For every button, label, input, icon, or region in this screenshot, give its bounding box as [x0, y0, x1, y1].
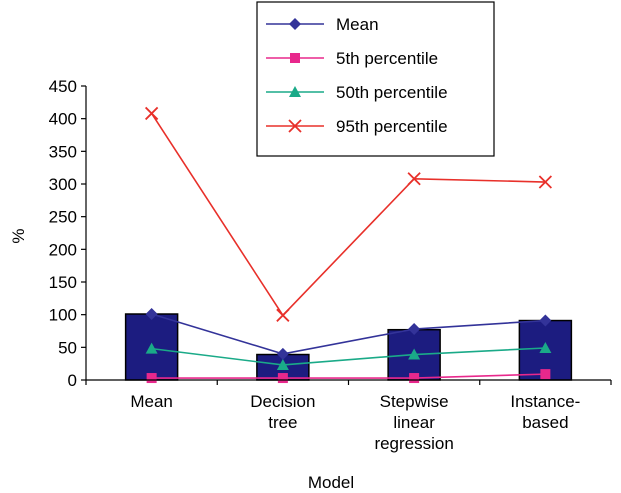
- x-tick-label-0-line-0: Mean: [130, 392, 173, 411]
- series-0-point-0: [145, 308, 158, 321]
- legend-marker-1: [290, 53, 300, 63]
- series-1-point-3: [540, 369, 551, 380]
- y-tick-label-3: 150: [49, 273, 77, 292]
- x-tick-label-1-line-1: tree: [268, 413, 297, 432]
- series-line-3: [150, 113, 546, 317]
- y-tick-label-1: 50: [58, 338, 77, 357]
- series-line-1: [151, 373, 546, 379]
- x-tick-label-2-line-1: linear: [393, 413, 435, 432]
- x-tick-label-1: Decision tree: [250, 392, 315, 432]
- legend-marker-3: [288, 119, 302, 133]
- series-3-point-3-b: [538, 175, 553, 189]
- x-tick-label-3: Instance-based: [510, 392, 580, 432]
- y-axis-title: %: [9, 228, 28, 243]
- x-tick-label-2: Stepwise linear regression: [374, 392, 453, 453]
- y-tick-label-7: 350: [49, 142, 77, 161]
- x-tick-label-3-line-0: Instance-: [510, 392, 580, 411]
- legend-marker-2: [289, 86, 301, 97]
- legend-label-2: 50th percentile: [336, 83, 448, 102]
- series-2-point-3: [539, 341, 552, 353]
- series-1-point-2: [409, 373, 420, 384]
- series-line-2: [151, 347, 546, 366]
- y-tick-label-9: 450: [49, 77, 77, 96]
- legend: Mean 5th percentile 50th percentile 95th pe…: [256, 1, 495, 157]
- y-tick-label-5: 250: [49, 208, 77, 227]
- y-tick-label-4: 200: [49, 240, 77, 259]
- series-3-point-0-b: [144, 106, 159, 121]
- series-3-point-3: [538, 175, 553, 189]
- series-3-point-0: [144, 106, 159, 121]
- series-lines: [144, 106, 553, 384]
- series-1-point-1: [277, 373, 288, 384]
- y-tick-label-0: 0: [68, 371, 77, 390]
- legend-marker-0: [289, 18, 301, 30]
- series-3-point-1: [276, 308, 290, 322]
- series-3-point-1-b: [276, 308, 290, 322]
- x-tick-label-2-line-0: Stepwise: [380, 392, 449, 411]
- series-0-point-3: [539, 314, 552, 327]
- series-3-point-2: [407, 172, 421, 186]
- series-2-point-1: [276, 358, 289, 370]
- y-tick-label-6: 300: [49, 175, 77, 194]
- axes: 0 50 100 150 200 250 300 350 400 450 Mean Decision t…: [49, 77, 612, 453]
- x-axis-title: Model: [308, 473, 354, 492]
- series-2-point-0: [145, 342, 158, 354]
- series-1-point-0: [146, 373, 157, 384]
- series-3-point-2-b: [407, 172, 421, 186]
- legend-marker-3-b: [288, 119, 302, 133]
- legend-label-0: Mean: [336, 15, 379, 34]
- x-tick-label-0: Mean: [130, 392, 173, 411]
- y-tick-label-2: 100: [49, 306, 77, 325]
- x-tick-label-3-line-1: based: [522, 413, 568, 432]
- y-tick-label-8: 400: [49, 110, 77, 129]
- series-0-point-1: [276, 347, 289, 360]
- series-2-point-2: [408, 348, 421, 360]
- x-tick-label-1-line-0: Decision: [250, 392, 315, 411]
- legend-label-3: 95th percentile: [336, 117, 448, 136]
- series-0-point-2: [408, 323, 421, 336]
- series-line-0: [151, 313, 546, 355]
- x-tick-label-2-line-2: regression: [374, 434, 453, 453]
- legend-label-1: 5th percentile: [336, 49, 438, 68]
